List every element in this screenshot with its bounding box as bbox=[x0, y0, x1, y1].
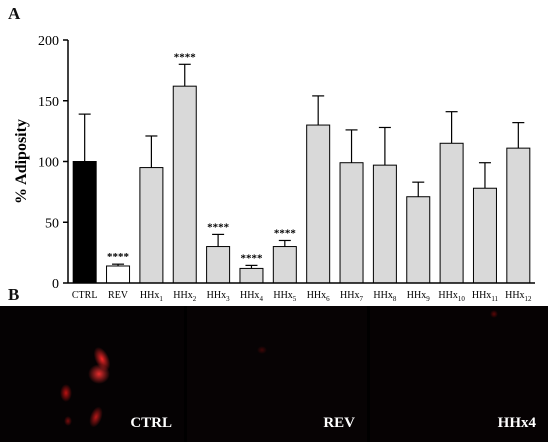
y-tick-label: 0 bbox=[52, 277, 59, 292]
x-tick-label: HHx10 bbox=[438, 290, 465, 303]
significance-label: **** bbox=[207, 221, 230, 233]
microscopy-panel: CTRL REV HHx4 bbox=[0, 306, 548, 442]
y-axis-label: % Adiposity bbox=[13, 119, 30, 204]
bar bbox=[506, 147, 531, 284]
bar bbox=[372, 164, 397, 284]
x-tick-label: HHx6 bbox=[307, 290, 330, 303]
bar bbox=[206, 246, 231, 284]
bar bbox=[306, 124, 331, 284]
x-tick-label: HHx1 bbox=[140, 290, 163, 303]
bar bbox=[406, 196, 431, 284]
red-stain-blob bbox=[490, 310, 498, 318]
x-tick-label: HHx5 bbox=[273, 290, 296, 303]
x-tick-label: HHx8 bbox=[373, 290, 396, 303]
bar bbox=[239, 267, 264, 284]
bar bbox=[72, 161, 97, 284]
bar bbox=[339, 162, 364, 284]
significance-label: **** bbox=[240, 252, 263, 264]
adiposity-bar-chart: 0 50 100 150 200 % Adiposity CTRL **** REV HHx1 **… bbox=[13, 34, 535, 303]
red-stain-blob bbox=[60, 384, 72, 402]
x-tick-label: HHx2 bbox=[173, 290, 196, 303]
micrograph-rev: REV bbox=[187, 306, 367, 442]
bar bbox=[472, 187, 497, 284]
panel-a-label: A bbox=[8, 4, 21, 23]
x-tick-label: CTRL bbox=[72, 290, 98, 301]
micrograph-label-ctrl: CTRL bbox=[130, 415, 172, 431]
bar bbox=[172, 85, 197, 284]
micrograph-hhx4: HHx4 bbox=[370, 306, 548, 442]
bar bbox=[139, 167, 164, 284]
micrograph-label-rev: REV bbox=[323, 415, 355, 431]
x-tick-label: REV bbox=[108, 290, 129, 301]
red-stain-blob bbox=[257, 346, 267, 354]
x-tick-label: HHx3 bbox=[207, 290, 230, 303]
x-tick-label: HHx11 bbox=[472, 290, 499, 303]
x-tick-label: HHx4 bbox=[240, 290, 263, 303]
significance-label: **** bbox=[107, 251, 130, 263]
y-tick-label: 150 bbox=[38, 95, 59, 110]
x-tick-label: HHx12 bbox=[505, 290, 532, 303]
bar bbox=[439, 142, 464, 284]
micrograph-label-hhx4: HHx4 bbox=[497, 415, 536, 431]
red-stain-blob bbox=[86, 404, 106, 430]
x-tick-label: HHx9 bbox=[407, 290, 430, 303]
bar bbox=[106, 265, 131, 284]
y-tick-label: 200 bbox=[38, 34, 59, 49]
red-stain-blob bbox=[88, 364, 110, 384]
red-stain-blob bbox=[64, 416, 72, 426]
y-tick-label: 50 bbox=[45, 216, 59, 231]
micrograph-ctrl: CTRL bbox=[0, 306, 184, 442]
significance-label: **** bbox=[174, 51, 197, 63]
bar bbox=[272, 246, 297, 284]
panel-b-label: B bbox=[8, 285, 20, 304]
y-tick-label: 100 bbox=[38, 156, 59, 171]
x-tick-label: HHx7 bbox=[340, 290, 363, 303]
significance-label: **** bbox=[274, 227, 297, 239]
